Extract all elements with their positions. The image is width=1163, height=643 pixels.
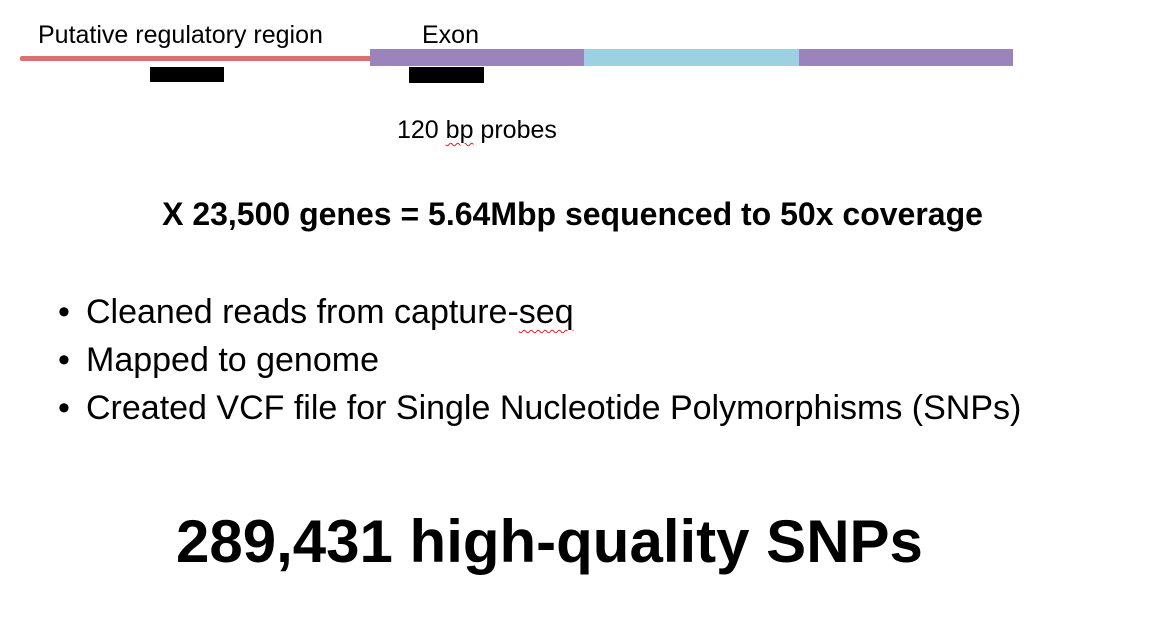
list-item: • Mapped to genome [58,336,1021,384]
probes-label-prefix: 120 [397,116,446,144]
list-item: • Created VCF file for Single Nucleotide … [58,384,1021,432]
exon-segment [370,49,584,66]
exon-label: Exon [422,21,479,49]
coverage-summary: X 23,500 genes = 5.64Mbp sequenced to 50… [162,196,983,232]
bullet-list: • Cleaned reads from capture-seq • Mapped … [58,288,1021,432]
bullet-text: Created VCF file for Single Nucleotide P… [86,389,1022,427]
probes-label-suffix: probes [473,116,557,144]
regulatory-region-line [20,56,372,61]
probe-bar-regulatory [150,67,224,82]
bullet-text-misspelled: seq [518,293,574,331]
list-item: • Cleaned reads from capture-seq [58,288,1021,336]
exon-segment [799,49,1013,66]
probes-label: 120 bp probes [397,115,557,145]
snp-count-headline: 289,431 high-quality SNPs [176,508,923,575]
bullet-marker: • [58,389,70,427]
probe-bar-exon [409,67,484,83]
regulatory-region-label: Putative regulatory region [38,21,323,49]
bullet-marker: • [58,341,70,379]
bullet-text: Cleaned reads from capture- [86,293,519,331]
probes-label-misspelled: bp [445,116,474,144]
bullet-text: Mapped to genome [86,341,379,379]
exon-segment-highlight [584,49,799,66]
bullet-marker: • [58,293,70,331]
